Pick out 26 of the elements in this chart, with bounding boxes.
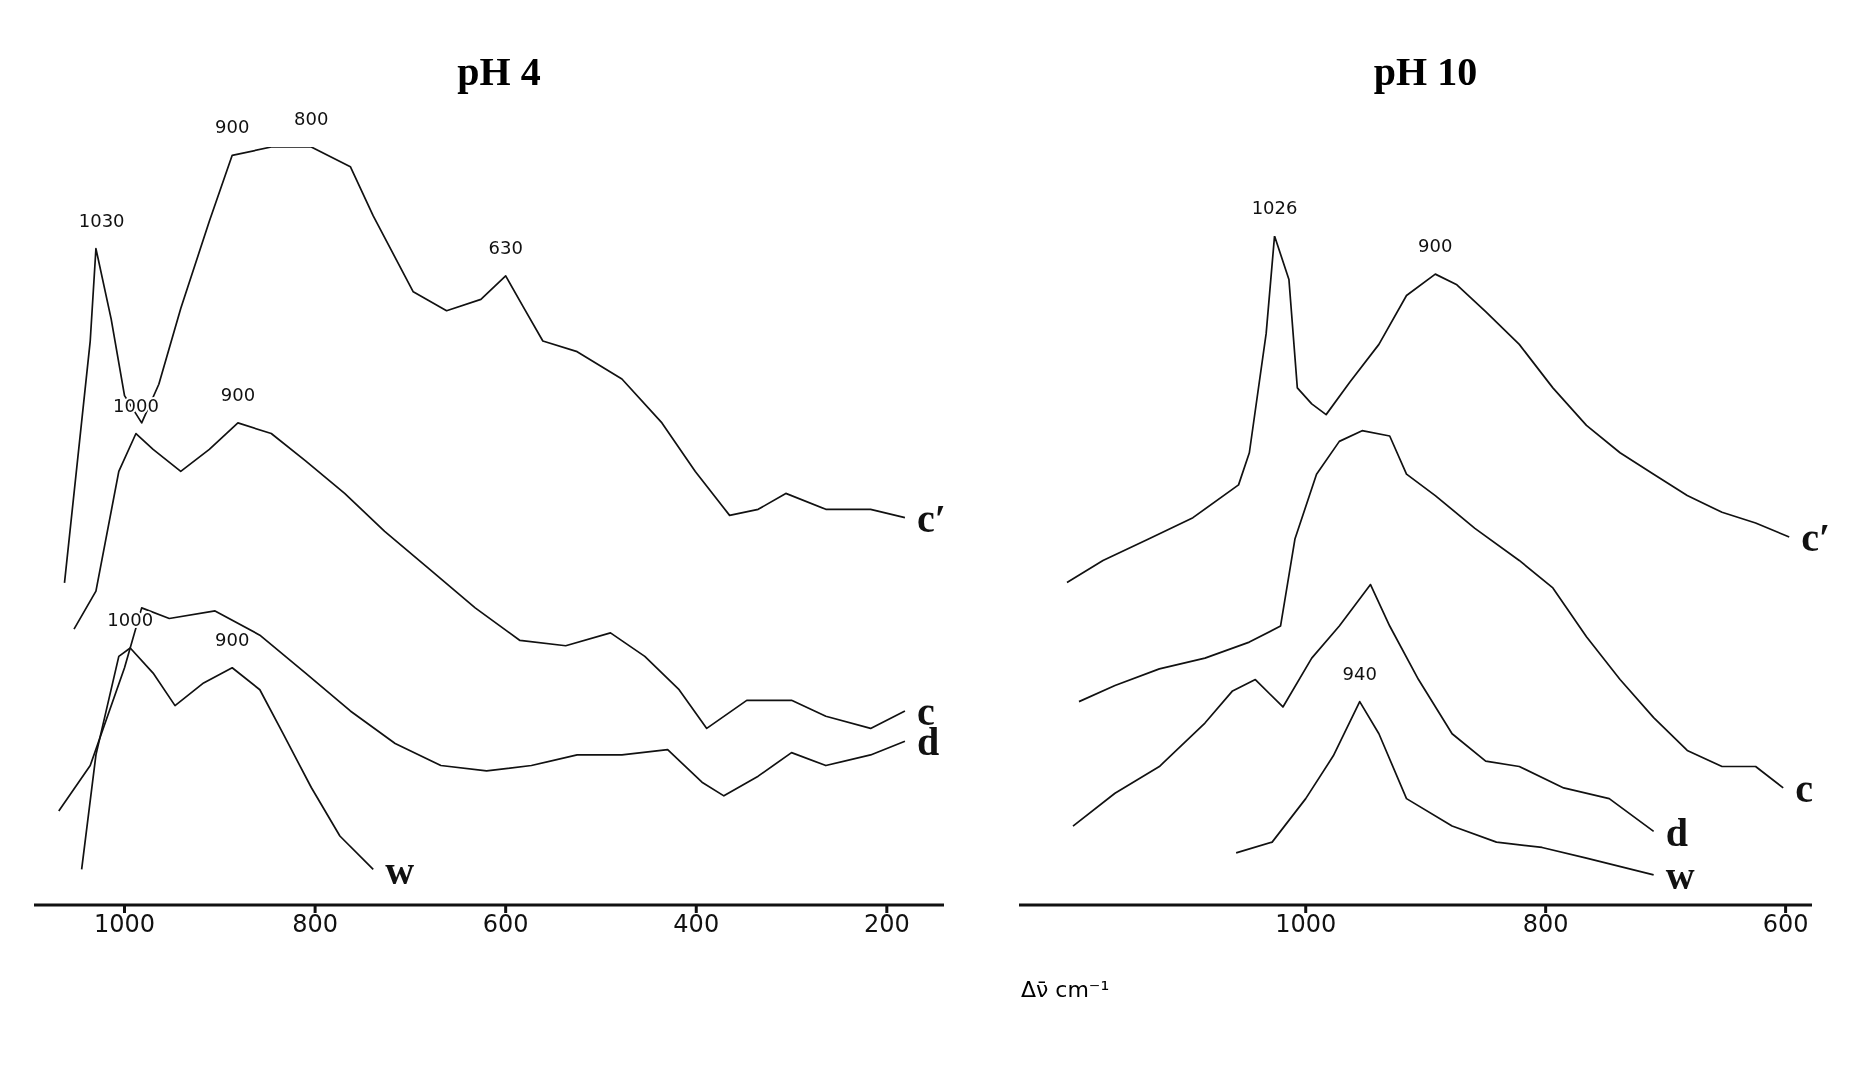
series-label: w	[385, 847, 415, 893]
series-label: w	[1665, 853, 1695, 899]
annotation: 630	[488, 236, 523, 258]
x-axis-title: Δν̄ cm⁻¹	[1021, 977, 1110, 1002]
chart-title: pH 4	[456, 48, 542, 95]
annotation: 1030	[78, 209, 125, 231]
x-tick-label: 1000	[1275, 910, 1337, 939]
x-tick-label: 800	[1522, 910, 1569, 939]
x-tick-label: 200	[863, 910, 910, 939]
chart-title: pH 10	[1372, 48, 1479, 95]
x-tick-label: 800	[292, 910, 339, 939]
annotation: 900	[215, 628, 250, 650]
annotation: 800	[294, 108, 329, 129]
series-label: c′	[1801, 515, 1831, 561]
x-tick-label: 600	[482, 910, 529, 939]
annotation: 940	[1342, 662, 1377, 684]
series-label: c	[1795, 766, 1813, 812]
series-label: d	[1665, 809, 1688, 855]
annotation: 900	[220, 383, 256, 405]
series-label: c′	[916, 495, 946, 541]
annotation: 900	[1418, 235, 1453, 257]
annotation: 1026	[1251, 197, 1298, 218]
x-tick-label: 400	[673, 910, 720, 939]
x-tick-label: 1000	[93, 910, 156, 939]
x-tick-label: 600	[1762, 910, 1809, 939]
annotation: 900	[215, 116, 250, 138]
